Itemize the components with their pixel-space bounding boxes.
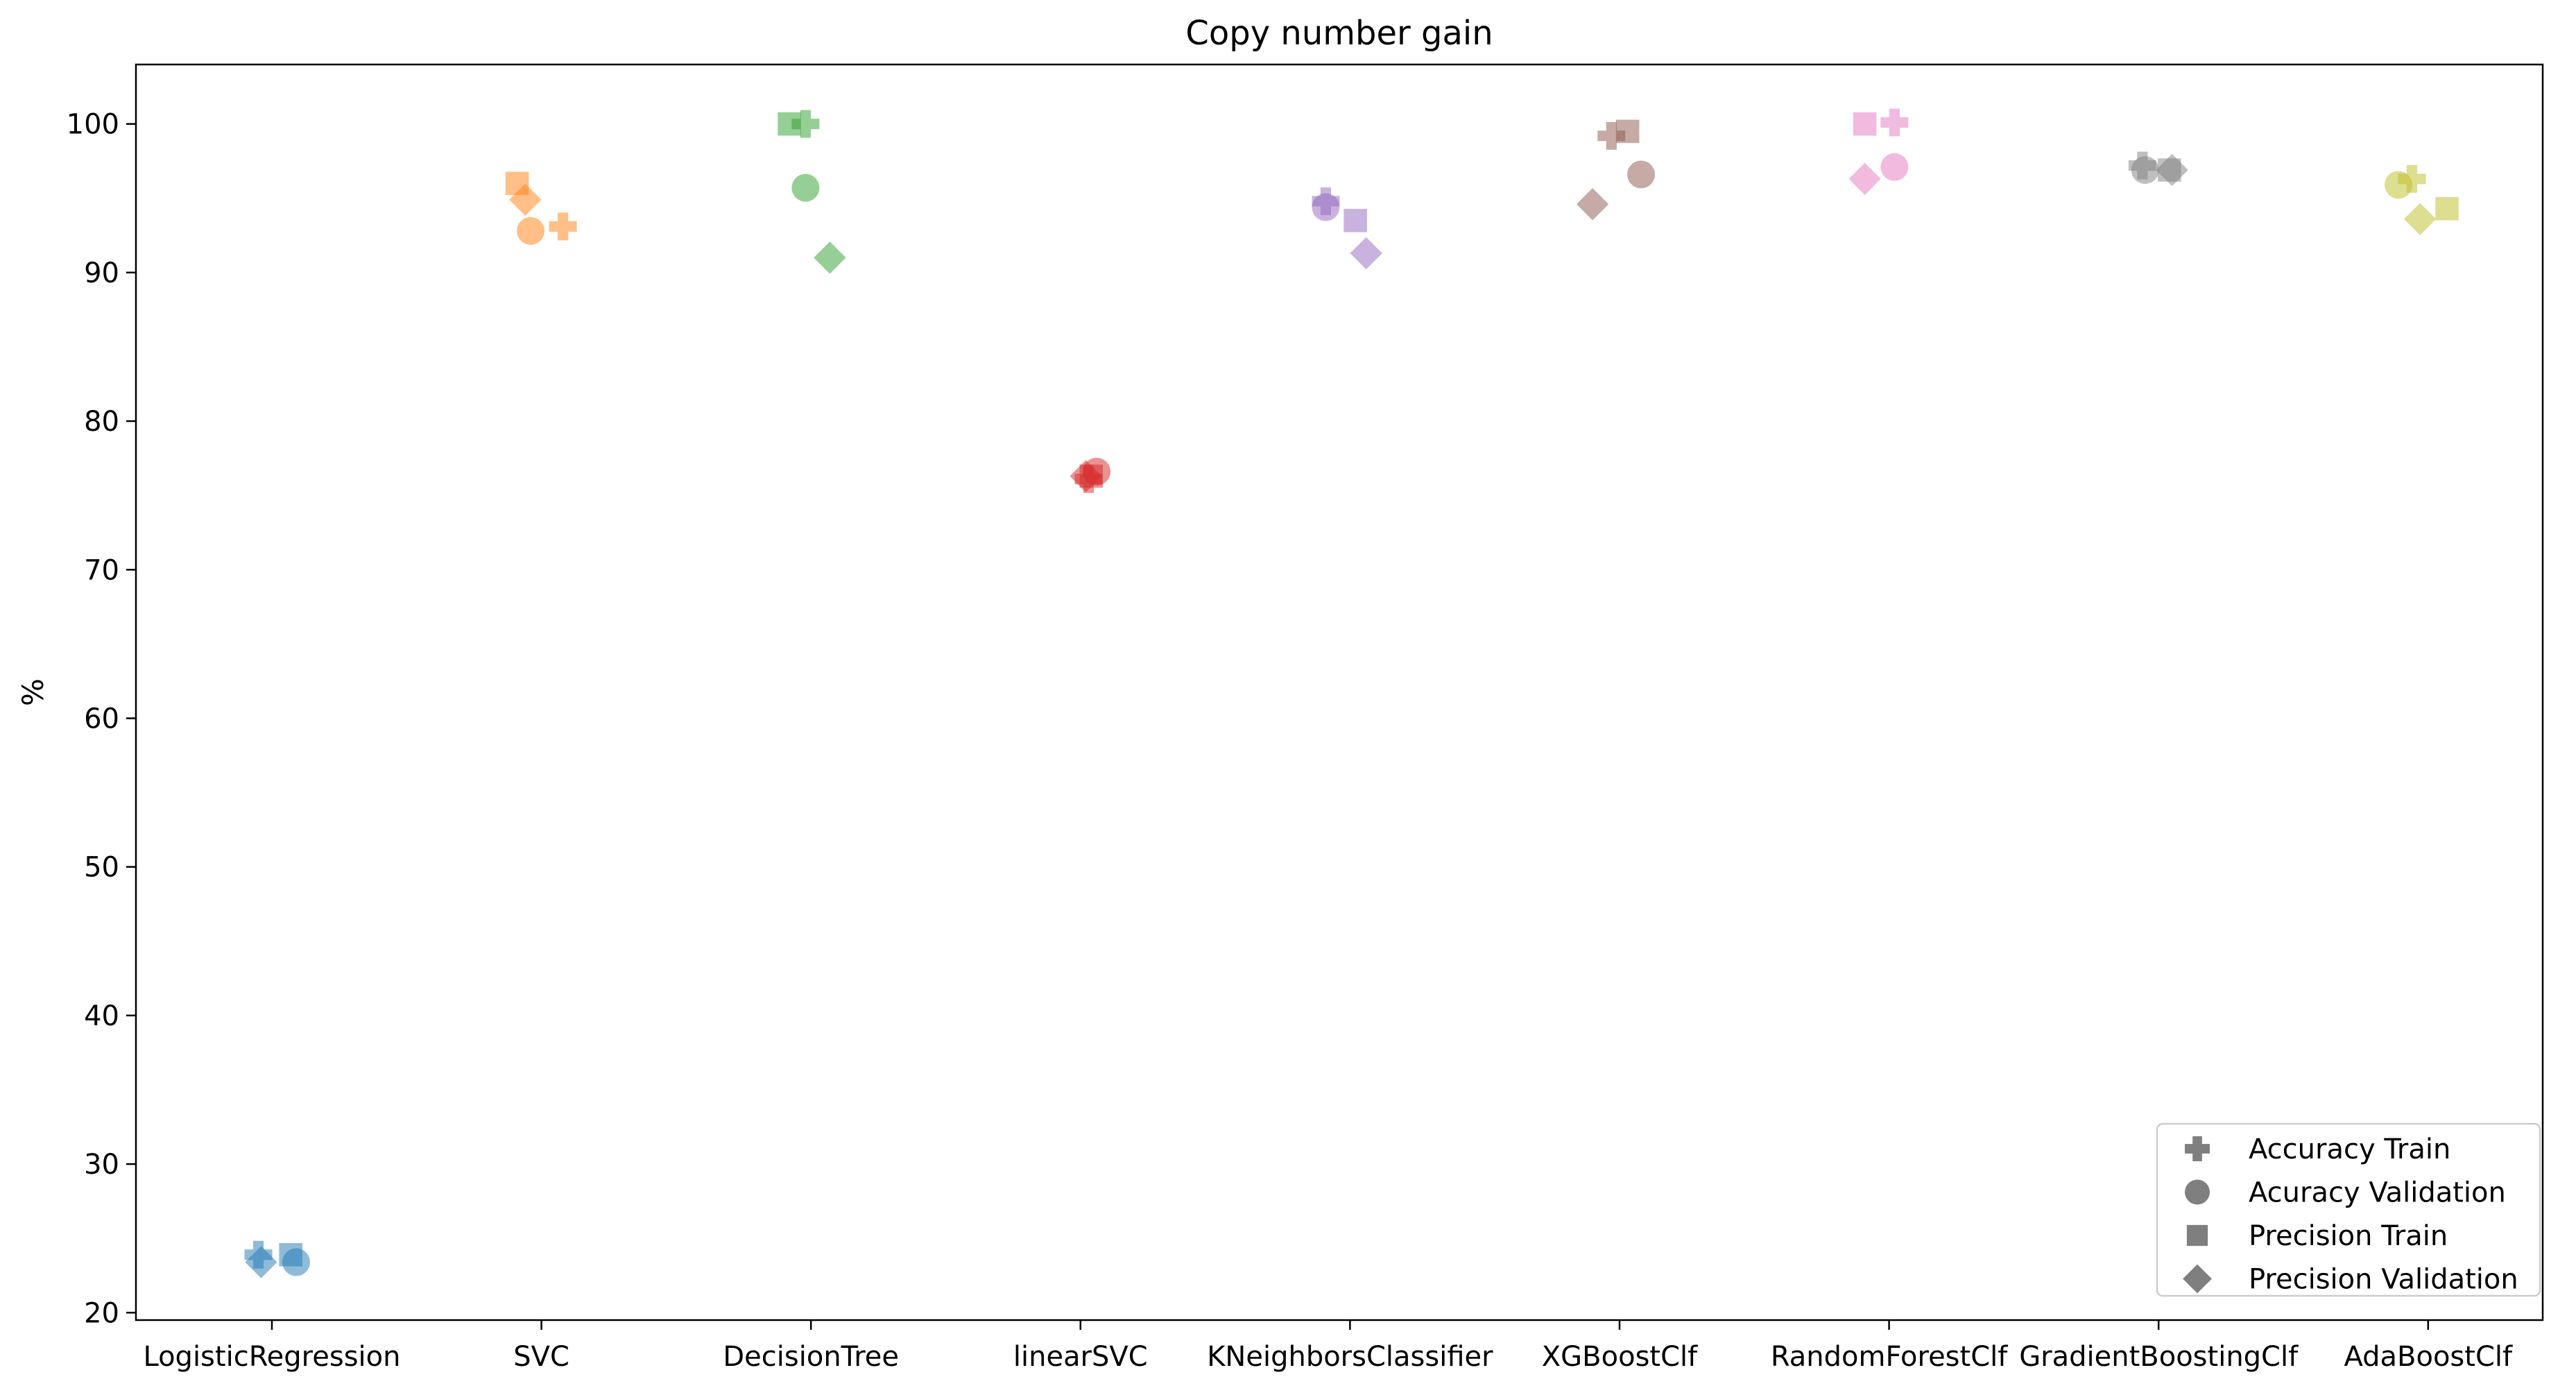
data-point-diamond	[2403, 203, 2437, 235]
y-tick-label: 90	[84, 257, 119, 289]
data-point-circle	[517, 216, 545, 245]
y-tick-label: 60	[84, 703, 119, 735]
x-tick-label: SVC	[513, 1341, 569, 1373]
x-tick-label: AdaBoostClf	[2344, 1341, 2513, 1373]
x-tick-label: KNeighborsClassifier	[1207, 1341, 1493, 1373]
data-point-diamond	[1848, 162, 1881, 196]
data-point-circle	[1312, 193, 1340, 221]
data-point-plus	[1880, 108, 1909, 137]
x-tick-label: linearSVC	[1013, 1341, 1148, 1373]
legend-marker-diamond	[2183, 1264, 2212, 1294]
data-point-circle	[791, 173, 820, 202]
y-tick-label: 100	[67, 109, 119, 141]
data-point-diamond	[814, 241, 846, 274]
data-point-circle	[1880, 153, 1909, 181]
data-point-plus	[549, 212, 577, 241]
data-point-circle	[2131, 156, 2159, 185]
x-tick-label: XGBoostClf	[1542, 1341, 1698, 1373]
legend: Accuracy Train Acuracy Validation Precisio…	[2156, 1122, 2541, 1297]
legend-marker-square	[2186, 1224, 2208, 1247]
y-tick-label: 70	[84, 554, 119, 586]
legend-marker-plus	[2185, 1136, 2210, 1161]
legend-label: Precision Train	[2249, 1220, 2448, 1252]
data-point-circle	[2385, 171, 2413, 199]
y-axis-ticks: 20 30 40 50 60 70 80 90 100	[67, 109, 136, 1329]
y-tick-label: 30	[84, 1149, 119, 1181]
chart-title: Copy number gain	[1185, 14, 1493, 53]
data-point-plus	[2398, 164, 2426, 193]
y-tick-label: 80	[84, 406, 119, 438]
x-tick-label: GradientBoostingClf	[2019, 1341, 2299, 1373]
plot-frame	[135, 63, 2544, 1321]
data-point-circle	[1627, 160, 1656, 189]
data-point-diamond	[245, 1246, 277, 1278]
data-point-plus	[1597, 121, 1626, 150]
x-tick-label: DecisionTree	[723, 1341, 899, 1373]
x-axis-ticks: LogisticRegression SVC DecisionTree linearS…	[144, 1320, 2513, 1373]
data-point-diamond	[509, 183, 542, 216]
x-tick-label: RandomForestClf	[1771, 1341, 2008, 1373]
legend-label: Acuracy Validation	[2249, 1177, 2506, 1209]
legend-marker-circle	[2185, 1179, 2210, 1205]
data-point-diamond	[1350, 237, 1382, 270]
data-point-square	[279, 1242, 303, 1267]
y-axis-label: %	[16, 678, 50, 706]
y-tick-label: 20	[84, 1297, 119, 1329]
y-tick-label: 50	[84, 852, 119, 884]
legend-label: Precision Validation	[2249, 1264, 2518, 1296]
data-point-diamond	[1070, 460, 1102, 493]
data-point-diamond	[1576, 188, 1609, 221]
data-points	[244, 108, 2459, 1278]
data-point-square	[1853, 112, 1877, 136]
data-point-plus	[791, 110, 820, 138]
x-tick-label: LogisticRegression	[144, 1341, 401, 1373]
y-tick-label: 40	[84, 1000, 119, 1032]
data-point-square	[1615, 119, 1640, 144]
data-point-square	[778, 112, 801, 136]
data-point-diamond	[2156, 153, 2188, 187]
legend-label: Accuracy Train	[2249, 1133, 2450, 1165]
data-point-square	[1343, 209, 1367, 232]
data-point-square	[2435, 196, 2459, 221]
legend-box	[2156, 1122, 2541, 1297]
